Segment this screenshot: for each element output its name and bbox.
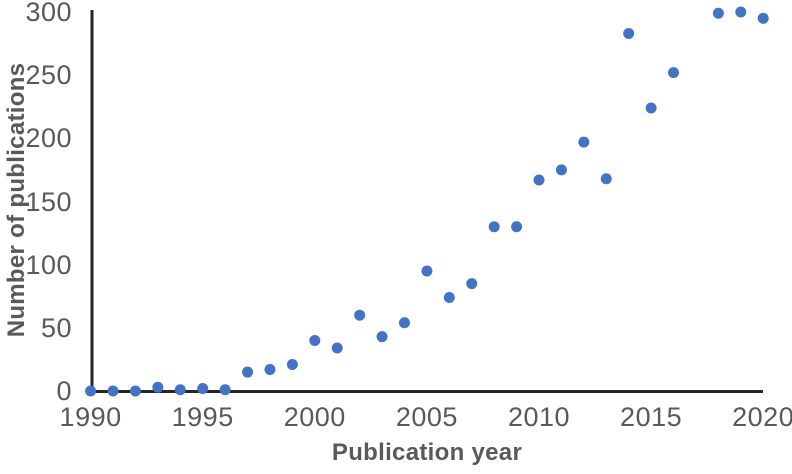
- data-point: [443, 292, 455, 304]
- data-point: [264, 364, 276, 376]
- data-point: [197, 382, 209, 394]
- data-point: [623, 27, 635, 39]
- y-tick-label: 150: [25, 186, 72, 217]
- data-point: [645, 102, 657, 114]
- data-point: [286, 358, 298, 370]
- data-point: [129, 385, 141, 397]
- data-point: [219, 384, 231, 396]
- y-axis-title: Number of publications: [3, 62, 30, 338]
- data-point: [421, 265, 433, 277]
- data-point: [555, 164, 567, 176]
- x-tick-label: 2010: [507, 402, 571, 432]
- y-tick-label: 250: [25, 60, 72, 91]
- data-point: [757, 12, 769, 24]
- data-point: [488, 221, 500, 233]
- data-point: [712, 7, 724, 19]
- x-tick-label: 1995: [171, 402, 234, 432]
- y-tick-label: 0: [56, 376, 72, 406]
- y-tick-label: 100: [25, 249, 72, 280]
- data-point: [511, 221, 523, 233]
- data-point: [668, 67, 680, 79]
- y-tick-label: 200: [25, 123, 72, 154]
- x-tick-label: 2015: [620, 402, 683, 432]
- data-point: [331, 342, 343, 354]
- data-point: [376, 331, 388, 343]
- y-tick-label: 50: [40, 312, 72, 343]
- data-point: [398, 317, 410, 329]
- x-axis-title: Publication year: [331, 439, 523, 466]
- data-point: [309, 334, 321, 346]
- data-point: [107, 385, 119, 397]
- data-point: [85, 385, 97, 397]
- x-tick-label: 2020: [732, 402, 792, 432]
- data-point: [174, 384, 186, 396]
- data-point: [354, 309, 366, 321]
- y-tick-label: 300: [25, 0, 72, 27]
- data-point: [533, 174, 545, 186]
- x-tick-label: 2005: [395, 402, 458, 432]
- data-point: [242, 366, 254, 378]
- data-point: [600, 173, 612, 185]
- data-point: [466, 278, 478, 290]
- x-tick-label: 1990: [59, 402, 122, 432]
- data-point: [578, 136, 590, 148]
- data-point: [735, 6, 747, 18]
- x-tick-label: 2000: [283, 402, 346, 432]
- data-point: [152, 381, 164, 393]
